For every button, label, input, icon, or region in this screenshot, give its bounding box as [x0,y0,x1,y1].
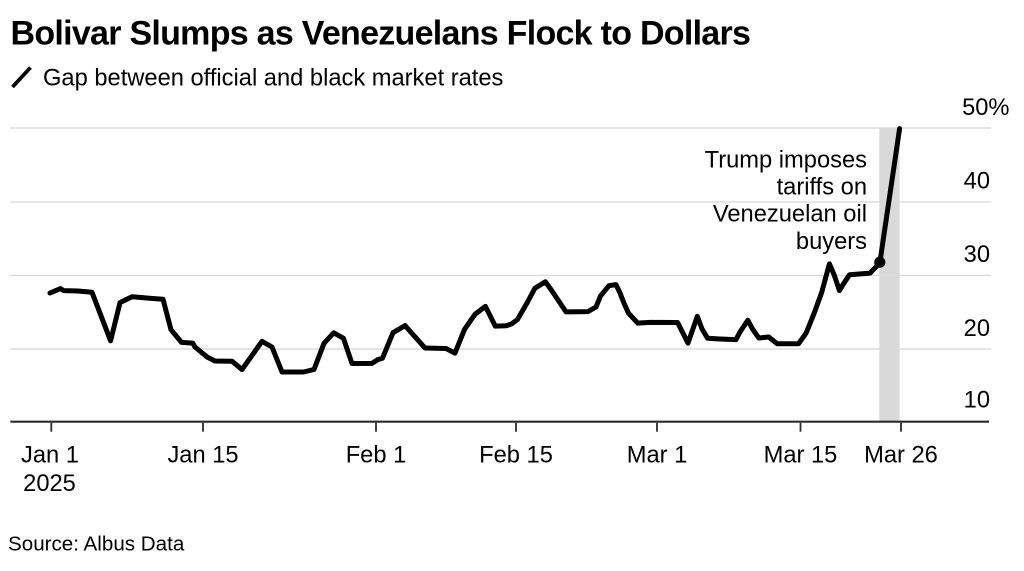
svg-text:Mar 1: Mar 1 [627,443,688,469]
svg-text:Source: Albus Data: Source: Albus Data [8,533,185,556]
svg-text:Mar 15: Mar 15 [764,443,838,469]
svg-text:buyers: buyers [796,229,867,255]
svg-text:Gap between official and black: Gap between official and black market ra… [43,66,503,92]
svg-text:50%: 50% [962,95,1009,121]
svg-text:40: 40 [964,169,990,195]
svg-text:30: 30 [964,242,990,268]
svg-text:Jan 1: Jan 1 [21,443,79,469]
svg-text:Feb 1: Feb 1 [346,443,407,469]
svg-text:2025: 2025 [23,471,76,497]
svg-text:Mar 26: Mar 26 [864,443,938,469]
svg-text:Venezuelan oil: Venezuelan oil [713,202,867,228]
svg-text:Bolivar Slumps as Venezuelans: Bolivar Slumps as Venezuelans Flock to D… [11,14,751,52]
svg-text:Jan 15: Jan 15 [167,443,238,469]
svg-text:tariffs on: tariffs on [777,175,867,201]
svg-text:20: 20 [964,316,990,342]
svg-text:10: 10 [964,388,990,414]
svg-text:Trump imposes: Trump imposes [705,147,867,173]
svg-text:Feb 15: Feb 15 [479,443,553,469]
